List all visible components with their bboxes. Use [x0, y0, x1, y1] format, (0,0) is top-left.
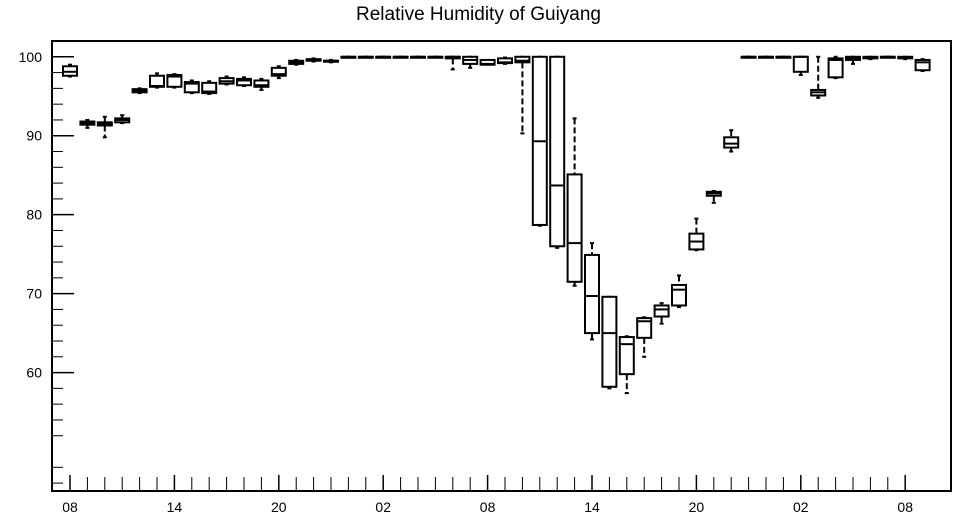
- x-tick-label: 20: [689, 499, 705, 515]
- box: [671, 283, 687, 307]
- box: [636, 317, 653, 339]
- y-tick-label: 80: [26, 207, 42, 223]
- y-tick-label: 100: [19, 49, 43, 65]
- plot-frame: [51, 40, 952, 492]
- x-tick-label: 20: [271, 499, 287, 515]
- box: [566, 173, 583, 283]
- box: [201, 81, 218, 95]
- box: [601, 295, 618, 388]
- box: [183, 81, 200, 94]
- box: [792, 55, 809, 73]
- chart-title: Relative Humidity of Guiyang: [356, 4, 601, 25]
- x-tick-label: 02: [375, 499, 391, 515]
- box: [653, 304, 670, 318]
- box: [723, 136, 740, 149]
- box: [166, 73, 183, 88]
- x-tick-label: 14: [167, 499, 183, 515]
- box: [618, 336, 635, 376]
- box: [270, 66, 287, 77]
- box: [584, 253, 600, 335]
- x-tick-label: 08: [480, 499, 496, 515]
- box: [236, 77, 252, 87]
- box: [253, 79, 270, 88]
- box: [514, 55, 531, 64]
- y-tick-label: 70: [26, 286, 42, 302]
- y-tick-label: 90: [26, 128, 42, 144]
- y-tick-label: 60: [26, 365, 42, 381]
- x-tick-label: 02: [793, 499, 809, 515]
- x-tick-label: 08: [62, 499, 78, 515]
- box: [914, 58, 931, 72]
- box: [827, 57, 844, 79]
- x-tick-label: 08: [897, 499, 913, 515]
- x-tick-label: 14: [584, 499, 600, 515]
- box: [549, 55, 566, 248]
